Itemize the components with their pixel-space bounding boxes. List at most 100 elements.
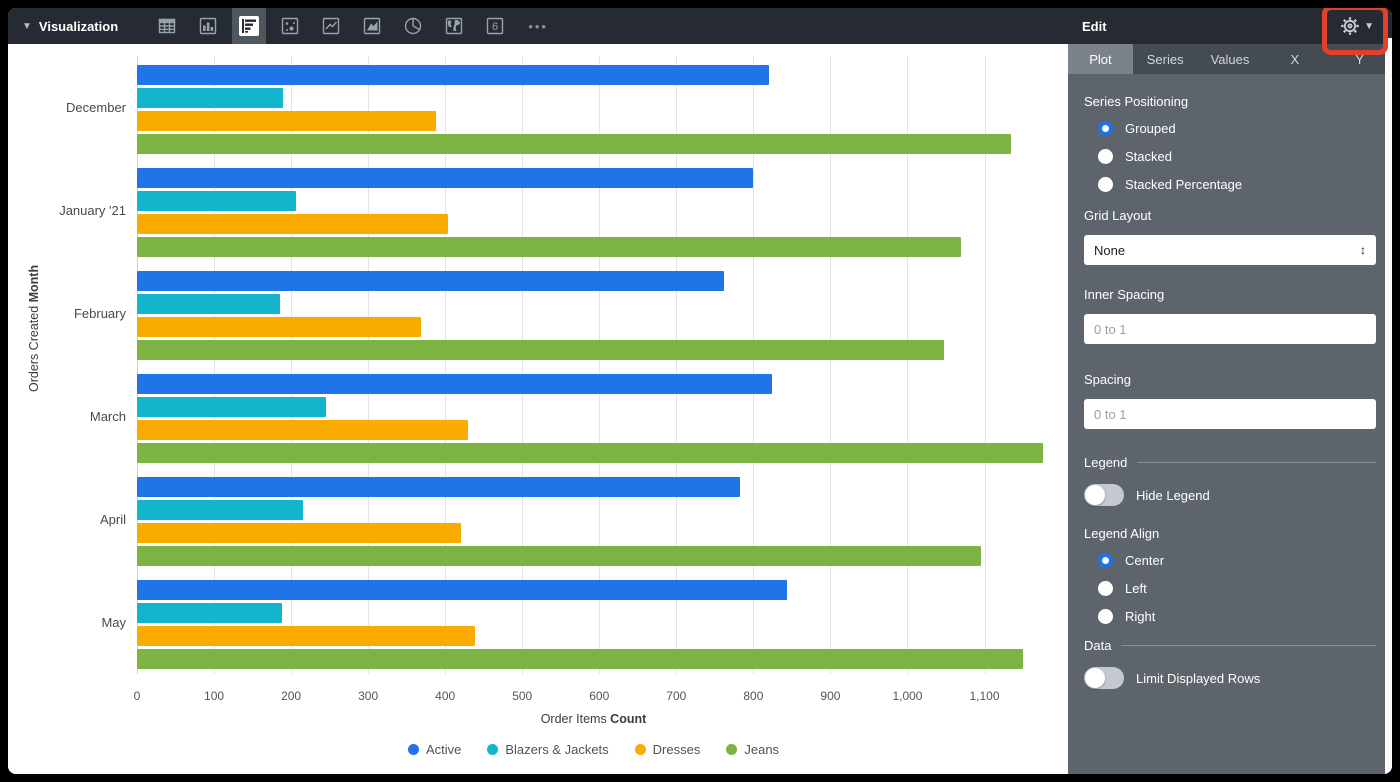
pie-chart-icon[interactable]	[396, 8, 430, 44]
radio-align-right[interactable]: Right	[1098, 609, 1376, 624]
bar-blazers-jackets[interactable]	[137, 88, 284, 108]
bar-jeans[interactable]	[137, 340, 945, 360]
gridline	[599, 56, 601, 674]
single-value-icon[interactable]: 6	[478, 8, 512, 44]
bar-jeans[interactable]	[137, 134, 1012, 154]
bar-dresses[interactable]	[137, 420, 468, 440]
bar-active[interactable]	[137, 374, 772, 394]
bar-blazers-jackets[interactable]	[137, 397, 326, 417]
bar-active[interactable]	[137, 580, 787, 600]
bar-active[interactable]	[137, 168, 754, 188]
scatter-icon[interactable]	[273, 8, 307, 44]
column-chart-icon[interactable]	[191, 8, 225, 44]
visualization-pane: ▼ Visualization	[8, 8, 1068, 774]
tab-series[interactable]: Series	[1146, 51, 1184, 67]
bar-active[interactable]	[137, 477, 740, 497]
bar-dresses[interactable]	[137, 111, 436, 131]
gridline	[984, 56, 986, 674]
tab-plot[interactable]: Plot	[1068, 44, 1133, 74]
bar-dresses[interactable]	[137, 214, 449, 234]
gridline	[753, 56, 755, 674]
bar-active[interactable]	[137, 271, 725, 291]
radio-button-icon[interactable]	[1098, 121, 1113, 136]
bar-active[interactable]	[137, 65, 769, 85]
radio-button-icon[interactable]	[1098, 581, 1113, 596]
bar-dresses[interactable]	[137, 626, 476, 646]
radio-align-left[interactable]: Left	[1098, 581, 1376, 596]
radio-align-center[interactable]: Center	[1098, 553, 1376, 568]
radio-button-icon[interactable]	[1098, 149, 1113, 164]
legend-dot-icon	[726, 744, 738, 755]
legend-dot-icon	[407, 744, 419, 755]
legend-label: Active	[425, 742, 462, 757]
bar-jeans[interactable]	[137, 443, 1044, 463]
gridline	[676, 56, 678, 674]
tab-y[interactable]: Y	[1355, 51, 1364, 67]
bar-chart-icon[interactable]	[232, 8, 267, 44]
more-icon[interactable]: •••	[528, 18, 548, 34]
bar-blazers-jackets[interactable]	[137, 191, 296, 211]
hide-legend-toggle[interactable]	[1084, 484, 1124, 506]
x-tick-label: 600	[589, 689, 610, 703]
visualization-header[interactable]: ▼ Visualization	[22, 19, 118, 34]
radio-button-icon[interactable]	[1098, 609, 1113, 624]
radio-grouped[interactable]: Grouped	[1098, 121, 1376, 136]
category-label: February	[73, 305, 126, 321]
category-label: December	[66, 99, 126, 115]
legend-dot-icon	[634, 744, 646, 755]
edit-panel-title: Edit	[1082, 18, 1107, 34]
inner-spacing-input[interactable]	[1084, 314, 1376, 344]
svg-text:6: 6	[492, 21, 498, 33]
grid-layout-label: Grid Layout	[1084, 208, 1152, 223]
x-tick-label: 800	[743, 689, 764, 703]
tab-x[interactable]: X	[1290, 51, 1300, 67]
legend-dot-icon	[487, 744, 499, 755]
map-icon[interactable]	[437, 8, 471, 44]
viz-settings-menu[interactable]: ▼	[1332, 12, 1382, 40]
bar-blazers-jackets[interactable]	[137, 294, 281, 314]
chart-legend: Active Blazers & Jackets Dresses Jeans	[137, 742, 1050, 757]
bar-blazers-jackets[interactable]	[137, 500, 303, 520]
legend-item[interactable]: Active	[407, 742, 462, 757]
legend-item[interactable]: Dresses	[634, 742, 700, 757]
grid-layout-select[interactable]: None ↕	[1084, 235, 1376, 265]
tab-values[interactable]: Values	[1210, 51, 1250, 67]
gear-icon[interactable]	[1340, 16, 1360, 36]
x-tick-label: 400	[435, 689, 456, 703]
line-chart-icon[interactable]	[314, 8, 348, 44]
gridline	[907, 56, 909, 674]
table-icon[interactable]	[150, 8, 184, 44]
hide-legend-row: Hide Legend	[1084, 484, 1376, 506]
bar-jeans[interactable]	[137, 237, 961, 257]
legend-section-header: Legend	[1084, 455, 1376, 470]
bar-dresses[interactable]	[137, 317, 422, 337]
bar-blazers-jackets[interactable]	[137, 603, 282, 623]
x-tick-label: 1,000	[892, 689, 923, 703]
spacing-input[interactable]	[1084, 399, 1376, 429]
edit-panel-header: Edit ▼	[1068, 8, 1392, 55]
legend-item[interactable]: Blazers & Jackets	[487, 742, 609, 757]
limit-displayed-rows-toggle[interactable]	[1084, 667, 1124, 689]
app-window: ▼ Visualization	[8, 8, 1392, 774]
x-tick-label: 900	[820, 689, 841, 703]
radio-stacked-percentage[interactable]: Stacked Percentage	[1098, 177, 1376, 192]
bar-dresses[interactable]	[137, 523, 462, 543]
bar-jeans[interactable]	[137, 546, 981, 566]
limit-rows-row: Limit Displayed Rows	[1084, 667, 1376, 689]
x-axis-title: Order Items Count	[540, 712, 647, 726]
gridline	[522, 56, 524, 674]
area-chart-icon[interactable]	[355, 8, 389, 44]
radio-button-icon[interactable]	[1098, 177, 1113, 192]
gridline	[214, 56, 216, 674]
viz-type-switcher: 6 •••	[150, 8, 553, 44]
bar-jeans[interactable]	[137, 649, 1024, 669]
legend-align-label: Legend Align	[1084, 526, 1160, 541]
x-tick-label: 500	[512, 689, 533, 703]
radio-stacked[interactable]: Stacked	[1098, 149, 1376, 164]
panel-scrollbar[interactable]	[1385, 38, 1392, 774]
visualization-toolbar: ▼ Visualization	[8, 8, 1068, 44]
legend-label: Blazers & Jackets	[505, 742, 609, 757]
y-axis-title: Orders Created Month	[27, 264, 41, 392]
radio-button-icon[interactable]	[1098, 553, 1113, 568]
legend-item[interactable]: Jeans	[726, 742, 779, 757]
